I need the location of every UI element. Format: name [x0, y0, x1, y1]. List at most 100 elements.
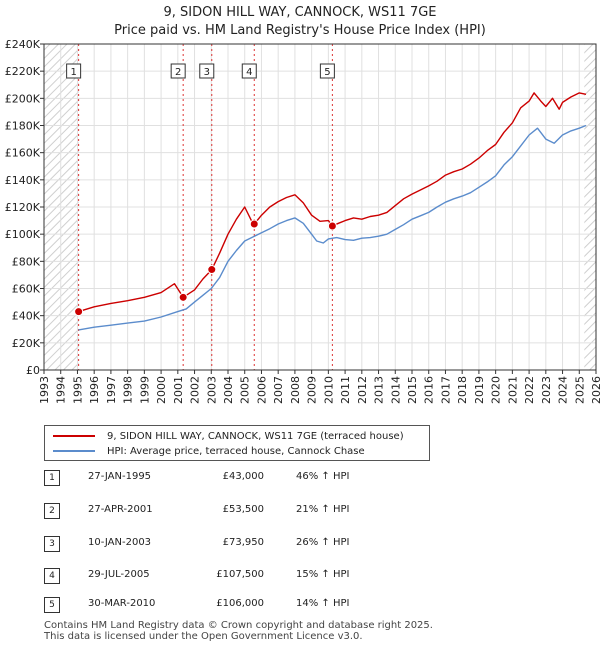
sale-marker-label: 1 [70, 67, 76, 78]
series-line-hpi [78, 124, 587, 331]
y-tick-label: £40K [12, 310, 41, 323]
sale-point [249, 219, 259, 229]
sale-row: 3 10-JAN-2003 £73,950 26% ↑ HPI [44, 536, 404, 552]
x-tick-label: 1999 [138, 376, 151, 404]
sale-hpi-change: 46% ↑ HPI [296, 471, 350, 482]
legend-line-red [53, 435, 95, 437]
sale-number-badge: 2 [44, 503, 60, 519]
sale-marker-box [170, 63, 186, 79]
x-tick-label: 2008 [289, 376, 302, 404]
sale-marker-label: 3 [204, 67, 210, 78]
sale-marker-label: 2 [175, 67, 181, 78]
x-tick-label: 2002 [189, 376, 202, 404]
sale-row: 2 27-APR-2001 £53,500 21% ↑ HPI [44, 503, 404, 519]
x-tick-label: 1994 [55, 376, 68, 404]
sale-point [207, 265, 217, 275]
sale-row: 1 27-JAN-1995 £43,000 46% ↑ HPI [44, 470, 404, 486]
sale-marker-box [241, 63, 257, 79]
x-tick-label: 2010 [322, 376, 335, 404]
x-tick-label: 2012 [356, 376, 369, 404]
sale-number-badge: 3 [44, 536, 60, 552]
y-tick-label: £180K [5, 120, 41, 133]
legend-item-property: 9, SIDON HILL WAY, CANNOCK, WS11 7GE (te… [53, 429, 404, 443]
x-tick-label: 2001 [172, 376, 185, 404]
sale-date: 10-JAN-2003 [88, 537, 152, 548]
x-tick-label: 2004 [222, 376, 235, 404]
sale-price: £107,500 [216, 569, 264, 580]
chart-subtitle: Price paid vs. HM Land Registry's House … [114, 23, 486, 38]
x-tick-label: 2017 [439, 376, 452, 404]
legend: 9, SIDON HILL WAY, CANNOCK, WS11 7GE (te… [44, 425, 430, 461]
x-tick-label: 2011 [339, 376, 352, 404]
sale-date: 27-JAN-1995 [88, 471, 152, 482]
x-tick-label: 2023 [540, 376, 553, 404]
sale-point [74, 307, 84, 317]
y-tick-label: £80K [12, 255, 41, 268]
x-tick-label: 2020 [490, 376, 503, 404]
y-tick-label: £120K [5, 201, 41, 214]
sale-point [327, 221, 337, 231]
sale-number-badge: 4 [44, 568, 60, 584]
y-tick-label: £20K [12, 337, 41, 350]
x-tick-label: 2025 [573, 376, 586, 404]
x-tick-label: 2007 [272, 376, 285, 404]
sale-marker-box [319, 63, 335, 79]
sale-price: £106,000 [216, 598, 264, 609]
x-tick-label: 1996 [88, 376, 101, 404]
chart-title: 9, SIDON HILL WAY, CANNOCK, WS11 7GE [163, 5, 437, 20]
x-tick-label: 2021 [506, 376, 519, 404]
sale-marker-label: 5 [324, 67, 330, 78]
sale-price: £73,950 [222, 537, 264, 548]
legend-line-blue [53, 450, 95, 452]
y-tick-label: £220K [5, 65, 41, 78]
x-tick-label: 2003 [205, 376, 218, 404]
x-tick-label: 2005 [239, 376, 252, 404]
x-tick-label: 2018 [456, 376, 469, 404]
legend-item-hpi: HPI: Average price, terraced house, Cann… [53, 444, 365, 458]
sale-point [178, 292, 188, 302]
sale-number-badge: 1 [44, 470, 60, 486]
x-tick-label: 2019 [473, 376, 486, 404]
footer-line-1: Contains HM Land Registry data © Crown c… [44, 620, 433, 631]
sale-hpi-change: 15% ↑ HPI [296, 569, 350, 580]
x-tick-label: 2016 [423, 376, 436, 404]
y-tick-label: £140K [5, 174, 41, 187]
y-tick-label: £160K [5, 147, 41, 160]
x-tick-label: 2022 [523, 376, 536, 404]
sale-price: £53,500 [222, 504, 264, 515]
footer-line-2: This data is licensed under the Open Gov… [44, 631, 363, 642]
x-tick-label: 2026 [590, 376, 600, 404]
sale-price: £43,000 [222, 471, 264, 482]
sale-row: 4 29-JUL-2005 £107,500 15% ↑ HPI [44, 568, 404, 584]
x-tick-label: 2014 [389, 376, 402, 404]
price-chart: 1 2 3 4 5 £0 £20K £40K £60K £80K £100K £120K £140K £… [5, 38, 600, 404]
x-tick-label: 2024 [557, 376, 570, 404]
legend-label-hpi: HPI: Average price, terraced house, Cann… [107, 445, 365, 457]
sale-date: 27-APR-2001 [88, 504, 153, 515]
chart-title-block: 9, SIDON HILL WAY, CANNOCK, WS11 7GE Pri… [0, 4, 600, 40]
footer-attribution: Contains HM Land Registry data © Crown c… [44, 620, 433, 642]
y-tick-label: £200K [5, 92, 41, 105]
sale-date: 30-MAR-2010 [88, 598, 156, 609]
x-tick-label: 1993 [38, 376, 51, 404]
sale-hpi-change: 26% ↑ HPI [296, 537, 350, 548]
sale-hpi-change: 14% ↑ HPI [296, 598, 350, 609]
y-tick-label: £100K [5, 228, 41, 241]
sale-marker-label: 4 [246, 67, 252, 78]
x-tick-label: 2006 [255, 376, 268, 404]
sale-number-badge: 5 [44, 597, 60, 613]
x-tick-label: 2013 [373, 376, 386, 404]
sale-row: 5 30-MAR-2010 £106,000 14% ↑ HPI [44, 597, 404, 613]
x-tick-label: 2015 [406, 376, 419, 404]
legend-label-property: 9, SIDON HILL WAY, CANNOCK, WS11 7GE (te… [107, 430, 404, 442]
x-tick-label: 1995 [71, 376, 84, 404]
x-tick-label: 1997 [105, 376, 118, 404]
x-tick-label: 2000 [155, 376, 168, 404]
y-tick-label: £240K [5, 38, 41, 51]
x-tick-label: 1998 [122, 376, 135, 404]
x-tick-label: 2009 [306, 376, 319, 404]
y-tick-label: £60K [12, 283, 41, 296]
sale-marker-box [66, 63, 82, 79]
sale-marker-box [199, 63, 215, 79]
sale-hpi-change: 21% ↑ HPI [296, 504, 350, 515]
